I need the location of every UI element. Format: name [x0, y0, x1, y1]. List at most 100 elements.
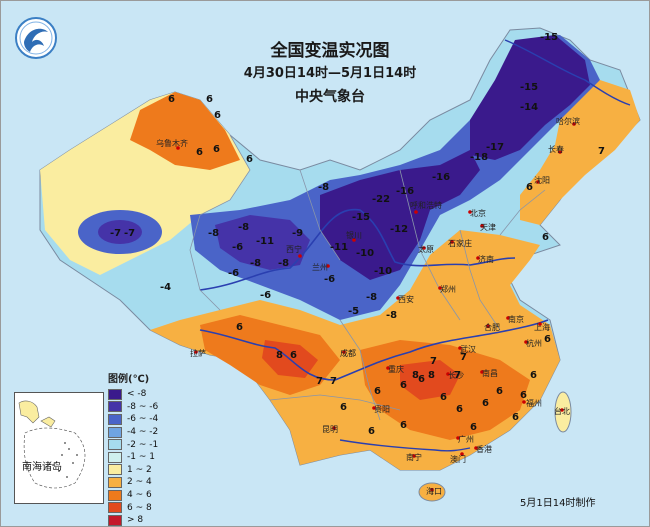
agency-name: 中央气象台 [295, 89, 365, 105]
city-label: 南宁 [406, 452, 422, 462]
temp-value: 7 [430, 356, 437, 367]
temp-value: 8 [276, 350, 283, 361]
temp-value: -8 [250, 258, 261, 269]
temp-value: -6 [228, 268, 239, 279]
temp-value: -18 [470, 152, 488, 163]
temp-value: 7 [330, 376, 337, 387]
region-inner-mongolia-core [320, 150, 480, 280]
yangtze-river [199, 319, 549, 381]
temp-value: 6 [542, 232, 549, 243]
city-label: 呼和浩特 [410, 200, 442, 210]
map-subtitle: 4月30日14时—5月1日14时 [243, 66, 417, 81]
city-label: 石家庄 [448, 238, 472, 248]
legend-swatch [108, 401, 122, 413]
temp-value: -6 [260, 290, 271, 301]
legend-label: -1 ~ 1 [127, 452, 155, 463]
city-label: 上海 [534, 322, 550, 332]
legend-label: -2 ~ -1 [127, 439, 159, 450]
city-label: 贵阳 [374, 404, 390, 414]
city-label: 杭州 [526, 338, 542, 348]
temp-value: 7 [460, 352, 467, 363]
temp-value: 7 [316, 376, 323, 387]
legend-item: 1 ~ 2 [108, 464, 178, 477]
legend-swatch [108, 426, 122, 438]
city-label: 重庆 [388, 364, 404, 374]
legend-swatch [108, 413, 122, 425]
temp-value: -8 [318, 182, 329, 193]
temp-value: -8 [238, 222, 249, 233]
temp-value: 6 [213, 144, 220, 155]
city-label: 澳门 [450, 454, 466, 464]
temp-value: 7 [598, 146, 605, 157]
legend-label: > 8 [127, 515, 144, 526]
temp-value: 6 [236, 322, 243, 333]
legend-item: -2 ~ -1 [108, 438, 178, 451]
temp-value: 6 [520, 390, 527, 401]
hainan-island [418, 482, 446, 502]
taiwan-island [554, 391, 572, 433]
temp-value: -8 [278, 258, 289, 269]
temp-value: -11 [256, 236, 274, 247]
city-label: 海口 [426, 486, 442, 496]
legend-item: 6 ~ 8 [108, 501, 178, 514]
temp-value: 6 [368, 426, 375, 437]
city-label: 西安 [398, 294, 414, 304]
temp-value: 6 [196, 147, 203, 158]
yellow-river [199, 208, 516, 291]
temp-value: 6 [496, 386, 503, 397]
temp-value: -8 [366, 292, 377, 303]
legend-label: 1 ~ 2 [127, 464, 152, 475]
region-qinghai-core [215, 215, 310, 270]
city-label: 沈阳 [534, 175, 550, 185]
temp-value: 6 [544, 334, 551, 345]
region-northeast-core [470, 35, 590, 160]
legend-swatch [108, 439, 122, 451]
legend-label: 2 ~ 4 [127, 477, 152, 488]
heilongjiang-river [504, 39, 631, 106]
city-label: 郑州 [440, 284, 456, 294]
city-label: 兰州 [312, 262, 328, 272]
temp-value: 6 [440, 392, 447, 403]
temp-value: -4 [160, 282, 171, 293]
legend-label: -4 ~ -2 [127, 427, 159, 438]
legend-item: > 8 [108, 514, 178, 527]
legend-label: -8 ~ -6 [127, 401, 159, 412]
province-borders [189, 134, 546, 421]
city-label: 长沙 [448, 370, 464, 380]
legend: 图例(℃) < -8 -8 ~ -6 -6 ~ -4 -4 ~ -2 -2 ~ -1 -1… [108, 370, 178, 527]
city-label: 广州 [458, 434, 474, 444]
region-northeast-warm [520, 80, 640, 225]
legend-swatch [108, 489, 122, 501]
temp-value: -7 [110, 228, 121, 239]
temp-value: 6 [374, 386, 381, 397]
legend-label: 6 ~ 8 [127, 502, 152, 513]
temp-value: 6 [482, 398, 489, 409]
temp-value: 6 [512, 412, 519, 423]
temp-value: -15 [352, 212, 370, 223]
inset-label: 南海诸岛 [22, 462, 62, 473]
city-label: 乌鲁木齐 [156, 138, 188, 148]
temp-value: -10 [356, 248, 374, 259]
city-label: 成都 [340, 348, 356, 358]
temp-value: 6 [526, 182, 533, 193]
city-labels: 乌鲁木齐 哈尔滨 长春 沈阳 北京 天津 石家庄 太原 济南 呼和浩特 银川 兰… [156, 116, 580, 496]
city-label: 银川 [346, 230, 362, 240]
temp-value: -11 [330, 242, 348, 253]
temp-value: 6 [456, 404, 463, 415]
temp-value: 6 [418, 374, 425, 385]
legend-label: 4 ~ 6 [127, 490, 152, 501]
city-label: 武汉 [460, 344, 476, 354]
temp-value: -16 [396, 186, 414, 197]
legend-item: 4 ~ 6 [108, 489, 178, 502]
legend-swatch [108, 502, 122, 514]
temp-value: -8 [386, 310, 397, 321]
legend-swatch [108, 514, 122, 526]
legend-swatch [108, 388, 122, 400]
temp-value: 6 [340, 402, 347, 413]
legend-item: < -8 [108, 388, 178, 401]
legend-swatch [108, 451, 122, 463]
temp-value: 6 [168, 94, 175, 105]
temp-value: -6 [324, 274, 335, 285]
temp-value: -22 [372, 194, 390, 205]
temp-value: -12 [390, 224, 408, 235]
